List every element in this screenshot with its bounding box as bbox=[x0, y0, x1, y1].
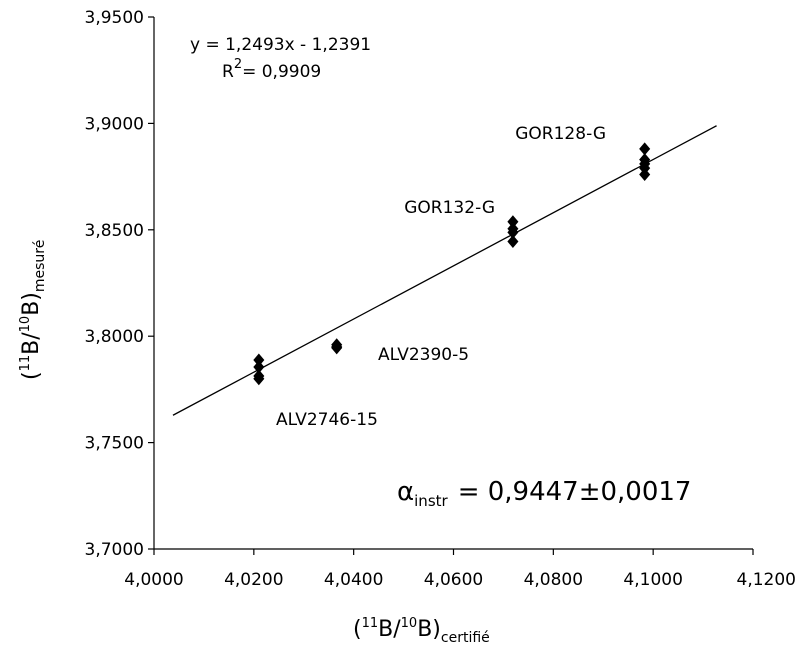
r-squared-exponent: 2 bbox=[234, 57, 242, 72]
data-point bbox=[331, 341, 343, 355]
x-title-sup2: 10 bbox=[401, 616, 418, 631]
y-tick-label: 3,9500 bbox=[85, 8, 144, 28]
x-title-sup1: 11 bbox=[362, 616, 379, 631]
x-title-sub: certifié bbox=[441, 630, 490, 646]
y-tick-label: 3,8500 bbox=[85, 221, 144, 241]
y-tick-label: 3,8000 bbox=[85, 327, 144, 347]
data-point bbox=[253, 353, 265, 367]
x-tick-label: 4,0400 bbox=[324, 570, 383, 590]
alpha-symbol: α bbox=[397, 477, 414, 507]
y-ticks: 3,7000 3,7500 3,8000 3,8500 3,9000 3,9500 bbox=[85, 8, 154, 560]
x-title-end: B) bbox=[417, 617, 441, 642]
trend-equation: y = 1,2493x - 1,2391 bbox=[190, 35, 371, 55]
alpha-subscript: instr bbox=[414, 492, 448, 510]
r-squared: R2= 0,9909 bbox=[222, 57, 321, 82]
point-label: GOR132-G bbox=[404, 198, 495, 218]
y-title-sup2: 10 bbox=[18, 316, 33, 333]
x-title-paren: ( bbox=[353, 617, 362, 642]
trendline bbox=[172, 125, 717, 416]
x-tick-label: 4,0800 bbox=[524, 570, 583, 590]
x-tick-label: 4,0600 bbox=[424, 570, 483, 590]
y-title-sub: mesuré bbox=[32, 240, 48, 292]
alpha-value: = 0,9447±0,0017 bbox=[458, 477, 692, 507]
x-tick-label: 4,0000 bbox=[124, 570, 183, 590]
x-tick-label: 4,0200 bbox=[224, 570, 283, 590]
data-point bbox=[639, 142, 651, 156]
data-point bbox=[507, 235, 519, 249]
y-axis-title: (11B/10B)mesuré bbox=[18, 240, 48, 380]
y-title-paren: ( bbox=[19, 371, 44, 380]
y-title-mid: B/ bbox=[19, 332, 44, 355]
trendline-group bbox=[172, 125, 717, 416]
x-ticks: 4,0000 4,0200 4,0400 4,0600 4,0800 4,1000 4,12… bbox=[124, 549, 796, 590]
point-label: ALV2390-5 bbox=[378, 345, 469, 365]
alpha-instr-note: αinstr = 0,9447±0,0017 bbox=[397, 477, 691, 510]
point-label: ALV2746-15 bbox=[276, 410, 378, 430]
y-tick-label: 3,9000 bbox=[85, 114, 144, 134]
point-label: GOR128-G bbox=[515, 124, 606, 144]
x-tick-label: 4,1000 bbox=[623, 570, 682, 590]
y-tick-label: 3,7500 bbox=[85, 434, 144, 454]
axes bbox=[153, 17, 753, 550]
y-title-sup1: 11 bbox=[18, 355, 33, 372]
y-axis-title-group: (11B/10B)mesuré bbox=[18, 240, 48, 380]
data-point bbox=[507, 215, 519, 229]
data-points bbox=[253, 142, 651, 386]
r-squared-value: = 0,9909 bbox=[242, 62, 321, 82]
x-title-mid: B/ bbox=[378, 617, 401, 642]
x-axis-title: (11B/10B)certifié bbox=[353, 616, 490, 646]
data-point bbox=[639, 167, 651, 181]
data-point bbox=[507, 225, 519, 239]
r-squared-symbol: R bbox=[222, 62, 234, 82]
point-labels: GOR128-G GOR132-G ALV2390-5 ALV2746-15 bbox=[276, 124, 606, 430]
data-point bbox=[253, 360, 265, 374]
y-tick-label: 3,7000 bbox=[85, 540, 144, 560]
x-tick-label: 4,1200 bbox=[737, 570, 796, 590]
y-title-end: B) bbox=[19, 292, 44, 316]
data-point bbox=[253, 372, 265, 386]
